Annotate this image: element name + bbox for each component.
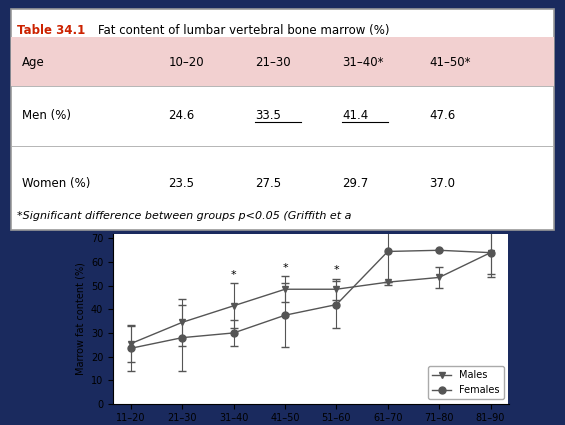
Text: 31–40*: 31–40* [342,56,384,69]
Text: *Significant difference between groups p<0.05 (Griffith et a: *Significant difference between groups p… [17,211,351,221]
Text: Table 34.1: Table 34.1 [17,24,85,37]
Text: Women (%): Women (%) [22,177,90,190]
Text: 47.6: 47.6 [429,109,455,122]
Text: 27.5: 27.5 [255,177,281,190]
Text: Fat content of lumbar vertebral bone marrow (%): Fat content of lumbar vertebral bone mar… [98,24,390,37]
FancyBboxPatch shape [11,8,554,230]
Text: 10–20: 10–20 [168,56,204,69]
Text: 41–50*: 41–50* [429,56,471,69]
Text: *: * [231,270,237,280]
Legend: Males, Females: Males, Females [428,366,503,399]
Text: 23.5: 23.5 [168,177,194,190]
Text: *: * [333,265,339,275]
Text: 33.5: 33.5 [255,109,281,122]
Text: *: * [282,263,288,273]
Text: Age: Age [22,56,45,69]
Text: 29.7: 29.7 [342,177,368,190]
Text: 21–30: 21–30 [255,56,291,69]
Y-axis label: Marrow fat content (%): Marrow fat content (%) [75,262,85,375]
FancyBboxPatch shape [11,37,554,86]
Text: 24.6: 24.6 [168,109,195,122]
Text: 37.0: 37.0 [429,177,455,190]
Text: 41.4: 41.4 [342,109,368,122]
Text: Men (%): Men (%) [22,109,71,122]
